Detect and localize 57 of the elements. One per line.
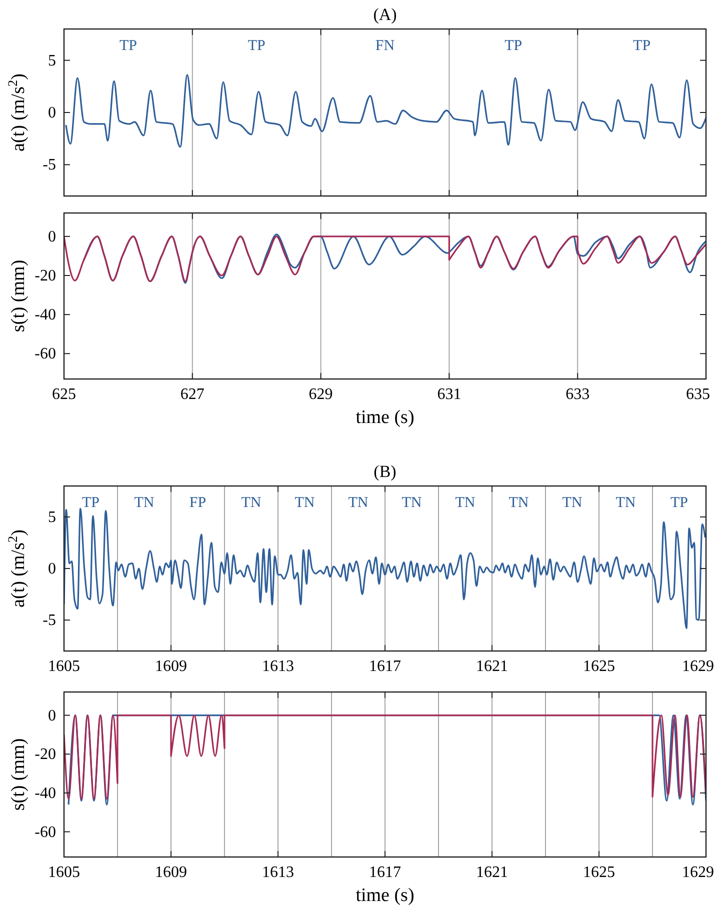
x-tick-label: 1625: [583, 864, 615, 881]
y-tick-label: 5: [48, 52, 56, 70]
annotation: TP: [119, 38, 137, 54]
x-tick-label: 1629: [682, 864, 714, 881]
annotation: TP: [82, 495, 100, 511]
annotation: TN: [294, 495, 315, 511]
chart-title: (B): [374, 462, 396, 481]
y-axis-title: s(t) (mm): [8, 738, 29, 811]
annotation: TN: [241, 495, 262, 511]
x-tick-label: 1609: [155, 658, 187, 675]
y-axis-title: s(t) (mm): [8, 260, 29, 332]
x-tick-label: 1613: [262, 658, 294, 675]
x-tick-label: 1621: [476, 658, 508, 675]
x-tick-label: 1617: [369, 864, 401, 881]
x-tick-label: 1617: [369, 658, 401, 675]
x-axis-title: time (s): [356, 407, 414, 428]
annotation: TN: [562, 495, 582, 511]
x-tick-label: 1605: [48, 864, 80, 881]
annotation: TP: [633, 38, 651, 54]
annotation: TN: [508, 495, 529, 511]
y-tick-label: -20: [34, 267, 56, 284]
x-tick-label: 629: [308, 386, 333, 403]
y-tick-label: -40: [34, 306, 56, 324]
x-axis-title: time (s): [356, 885, 414, 906]
y-tick-label: 0: [48, 228, 56, 246]
annotation: TN: [402, 495, 422, 511]
annotation: TP: [248, 38, 266, 54]
y-tick-label: -60: [34, 824, 56, 841]
annotation: TN: [134, 495, 154, 511]
y-tick-label: -40: [34, 784, 56, 802]
x-tick-label: 627: [180, 386, 204, 403]
y-tick-label: 5: [48, 508, 56, 526]
annotation: TN: [455, 495, 476, 511]
annotation: TP: [670, 495, 688, 511]
x-tick-label: 625: [52, 386, 76, 403]
y-tick-label: 0: [48, 707, 56, 724]
y-tick-label: -60: [34, 346, 56, 363]
y-tick-label: 0: [48, 104, 56, 122]
annotation: TP: [504, 38, 522, 54]
x-tick-label: 1609: [155, 864, 187, 881]
x-tick-label: 1625: [583, 658, 615, 675]
chart-title: (A): [373, 5, 397, 24]
annotation: FN: [375, 38, 395, 54]
x-tick-label: 633: [566, 386, 590, 403]
y-tick-label: -5: [42, 612, 56, 630]
x-tick-label: 1621: [476, 864, 508, 881]
annotation: TN: [348, 495, 368, 511]
x-tick-label: 1613: [262, 864, 294, 881]
y-tick-label: -20: [34, 746, 56, 764]
x-tick-label: 1629: [682, 658, 714, 675]
y-tick-label: 0: [48, 560, 56, 578]
x-tick-label: 631: [437, 386, 462, 403]
annotation: FP: [189, 495, 206, 511]
x-tick-label: 1605: [48, 658, 80, 675]
annotation: TN: [616, 495, 636, 511]
x-tick-label: 635: [686, 386, 710, 403]
y-tick-label: -5: [42, 156, 56, 174]
